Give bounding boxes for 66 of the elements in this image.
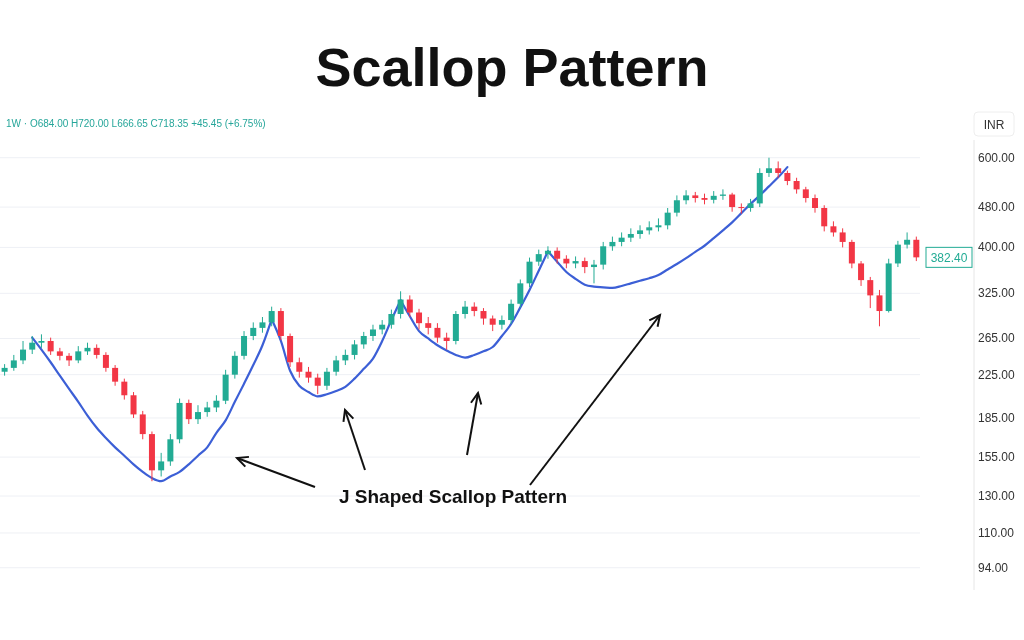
- y-tick-label: 480.00: [978, 200, 1016, 215]
- candlestick: [876, 289, 883, 327]
- candlestick: [848, 239, 855, 269]
- candlestick: [369, 324, 376, 342]
- candlestick: [121, 378, 128, 401]
- candlestick: [821, 204, 828, 232]
- candlestick: [683, 189, 690, 205]
- candlestick: [351, 339, 358, 360]
- candlestick: [20, 340, 27, 365]
- candlestick: [508, 299, 515, 325]
- chart-title: Scallop Pattern: [315, 37, 709, 97]
- y-tick-label: 325.00: [978, 286, 1016, 301]
- candlestick: [406, 294, 413, 318]
- candlestick: [765, 157, 772, 178]
- candlestick: [434, 322, 441, 344]
- y-axis-title: INR: [983, 118, 1005, 132]
- candlestick: [158, 452, 165, 477]
- candlestick: [673, 194, 680, 217]
- candlestick: [29, 335, 36, 355]
- candlestick: [388, 309, 395, 330]
- candlestick: [600, 241, 607, 270]
- candlestick: [416, 308, 423, 330]
- candlestick: [738, 202, 745, 215]
- candlestick: [858, 260, 865, 287]
- y-tick-label: 600.00: [978, 150, 1016, 165]
- candlestick: [637, 224, 644, 240]
- text: 382.40: [930, 251, 968, 266]
- candlestick: [323, 367, 330, 391]
- candlestick: [102, 351, 109, 373]
- y-tick-label: 155.00: [978, 450, 1016, 465]
- candlestick: [517, 278, 524, 308]
- y-tick-label: 130.00: [978, 489, 1016, 504]
- candlestick: [185, 399, 192, 425]
- candlestick: [333, 355, 340, 377]
- candlestick: [867, 276, 874, 309]
- candlestick: [296, 357, 303, 379]
- candlestick: [112, 364, 119, 387]
- candlestick: [839, 227, 846, 248]
- candlestick: [314, 373, 321, 395]
- y-tick-label: 400.00: [978, 240, 1016, 255]
- y-tick-label: 110.00: [978, 525, 1015, 540]
- candlestick: [397, 290, 404, 320]
- annotation: J Shaped Scallop Pattern: [338, 486, 568, 507]
- candlestick: [462, 300, 469, 320]
- candlestick: [498, 315, 505, 330]
- candlestick: [904, 231, 911, 250]
- candlestick: [130, 391, 137, 419]
- candlestick: [268, 306, 275, 327]
- y-tick-label: 225.00: [978, 367, 1016, 382]
- candlestick: [729, 192, 736, 213]
- candlestick: [812, 194, 819, 214]
- candlestick: [56, 347, 63, 361]
- text: 1W · O684.00 H720.00 L666.65 C718.35 +45.45 (+6.75%): [6, 118, 266, 129]
- candlestick: [894, 240, 901, 268]
- y-tick-label: 94.00: [978, 560, 1009, 575]
- candlestick: [913, 236, 920, 262]
- candlestick: [664, 207, 671, 230]
- candlestick: [231, 350, 238, 380]
- y-tick-label: 265.00: [978, 331, 1016, 346]
- candlestick: [167, 433, 174, 467]
- candlestick: [544, 245, 551, 260]
- y-tick-label: 185.00: [978, 410, 1016, 425]
- candlestick: [195, 404, 201, 425]
- candlestick: [526, 257, 533, 288]
- candlestick: [139, 410, 146, 440]
- candlestick: [241, 330, 248, 360]
